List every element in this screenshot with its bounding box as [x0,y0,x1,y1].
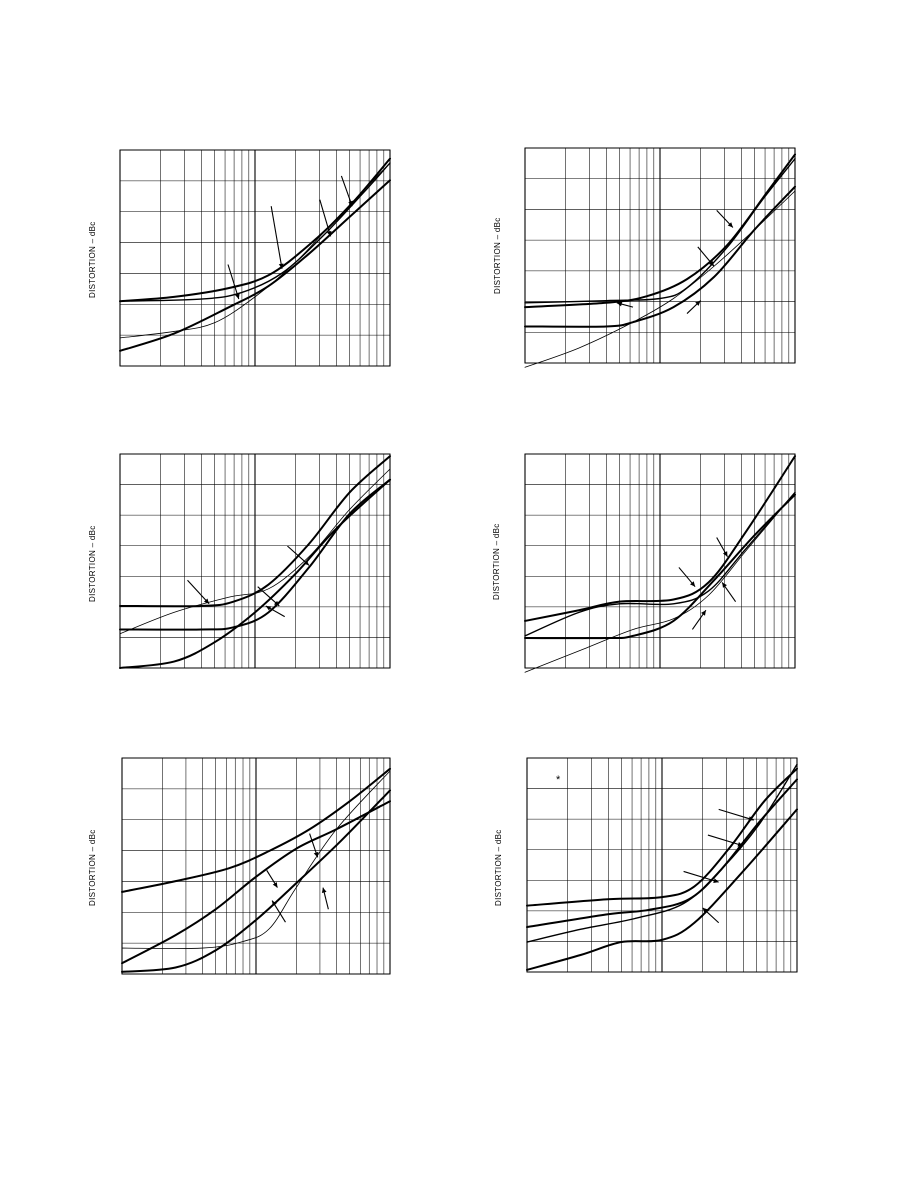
callout-arrowhead [701,610,706,616]
callout-arrowhead [722,582,727,588]
callout-arrowhead [690,581,696,587]
callout-arrowhead [695,300,701,306]
callout-arrow [319,199,332,237]
series-line [119,157,391,303]
series-line [524,190,796,368]
callout-arrowhead [272,900,277,907]
series-line [119,478,391,631]
series-line [526,778,798,929]
chart-panel-middle-right [524,453,796,673]
callout-arrowhead [203,598,210,604]
series-line [119,468,391,635]
chart-panel-top-right [524,147,796,368]
series-line [524,158,796,304]
callout-arrow [683,870,719,883]
plot-frame [119,149,391,367]
callout-arrow [187,579,210,605]
callout-arrowhead [748,816,754,821]
series-line [524,492,796,673]
callout-arrowhead [272,882,278,888]
series-line [526,808,798,971]
series-line [119,162,391,302]
plot-frame [524,147,796,364]
series-line [524,491,796,637]
callout-arrowhead [273,600,280,606]
callout-arrowhead [708,260,714,267]
callout-arrowhead [313,851,319,858]
callout-arrowhead [303,560,309,566]
callout-arrowhead [713,878,719,883]
callout-arrow [227,264,240,300]
chart-panel-top-left [119,149,391,367]
callout-arrowhead [235,293,240,300]
callout-arrow [718,808,754,821]
series-line [524,455,796,622]
series-line [121,767,391,893]
series-line [119,162,391,339]
callout-arrowhead [722,551,728,557]
callout-arrow [270,206,283,269]
plot-frame [121,757,391,975]
callout-arrowhead [278,263,284,269]
series-line [526,767,798,907]
callout-arrowhead [321,887,327,894]
callout-arrowhead [737,841,743,847]
callout-arrowhead [265,605,272,611]
callout-arrowhead [727,222,733,228]
callout-arrow [340,175,353,207]
callout-arrowhead [348,200,353,207]
plot-frame [119,453,391,669]
series-line [524,493,796,640]
plot-frame [526,757,798,973]
series-line [119,455,391,608]
series-line [119,478,391,669]
series-line [121,770,391,949]
callout-arrowhead [616,301,623,307]
callout-arrowhead [326,230,332,237]
series-line [526,763,798,943]
series-line [121,789,391,973]
chart-panel-middle-left [119,453,391,669]
callout-arrow [707,834,744,847]
panel-mark: * [556,774,561,786]
series-line [524,153,796,309]
chart-panel-bottom-left [121,757,391,975]
plot-frame [524,453,796,669]
callout-arrowhead [702,907,708,913]
chart-panel-bottom-right [526,757,798,973]
